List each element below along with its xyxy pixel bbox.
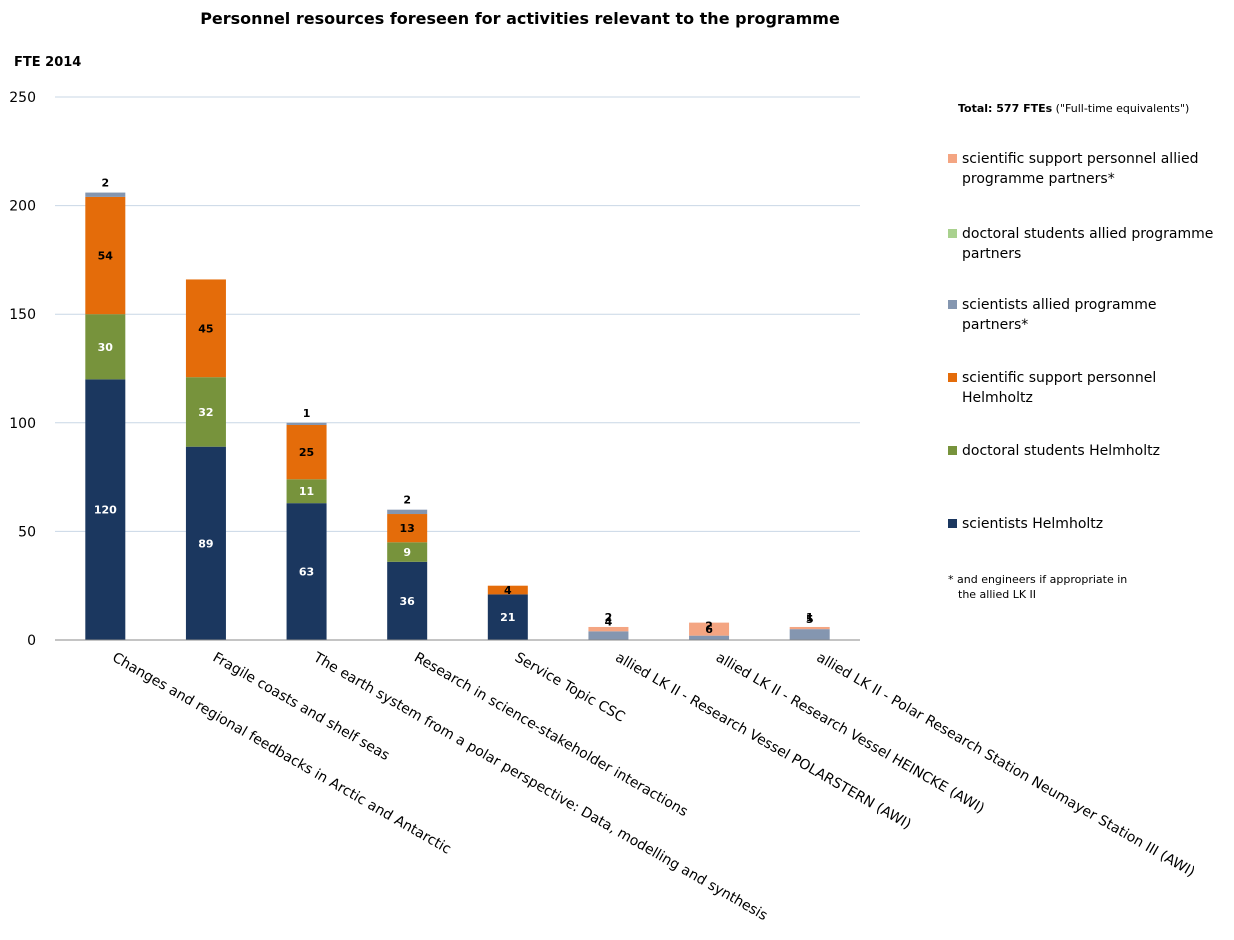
data-label: 63 [299, 566, 314, 579]
footnote-line-2: the allied LK II [958, 588, 1036, 601]
data-label: 36 [400, 595, 416, 608]
y-axis-label: FTE 2014 [14, 55, 81, 70]
bar-segment [588, 631, 629, 640]
legend-label: scientists Helmholtz [962, 516, 1103, 532]
bar-segment [286, 503, 327, 640]
bar-segment [387, 542, 428, 562]
data-label: 4 [605, 615, 613, 628]
data-label: 25 [299, 446, 314, 459]
data-label: 54 [98, 250, 114, 263]
legend-items: scientific support personnel allied progr… [948, 151, 1213, 532]
data-label: 1 [806, 611, 814, 624]
bar-segment [185, 377, 226, 447]
bar-segment [387, 514, 428, 543]
bar-segment [286, 479, 327, 504]
total-bold: Total: 577 FTEs [958, 102, 1053, 115]
y-tick-label: 0 [27, 633, 36, 649]
legend-label: doctoral students allied programme partne… [962, 226, 1213, 262]
data-label: 30 [98, 341, 114, 354]
legend-label: scientists allied programme partners* [962, 297, 1156, 333]
legend-swatch [948, 373, 957, 382]
bar-segment [85, 314, 126, 380]
y-tick-label: 50 [18, 524, 36, 540]
bar-segment [789, 629, 830, 640]
data-label: 32 [198, 406, 213, 419]
bar-segment [588, 626, 629, 632]
total-note: ("Full-time equivalents") [1052, 102, 1189, 115]
y-axis-ticks: 0 50 100 150 200 250 [9, 90, 36, 649]
data-label: 4 [504, 584, 512, 597]
legend: Total: 577 FTEs ("Full-time equivalents"… [948, 102, 1213, 601]
data-label: 5 [806, 613, 814, 626]
data-label: 6 [705, 623, 713, 636]
data-label: 45 [198, 322, 213, 335]
bar-segment [789, 626, 830, 630]
legend-swatch [948, 229, 957, 238]
data-label: 9 [403, 546, 411, 559]
category-labels: Changes and regional feedbacks in Arctic… [109, 649, 1197, 924]
bar-segment [689, 622, 730, 636]
data-label: 2 [605, 611, 613, 624]
bar-segment [487, 594, 528, 640]
bar-segment [85, 192, 126, 197]
legend-label: doctoral students Helmholtz [962, 443, 1160, 459]
data-label: 13 [400, 522, 415, 535]
bars [85, 192, 830, 640]
y-tick-label: 200 [9, 199, 36, 215]
bar-segment [85, 196, 126, 315]
bar-segment [387, 509, 428, 515]
data-label: 2 [101, 177, 109, 190]
category-label: Changes and regional feedbacks in Arctic… [109, 650, 453, 858]
data-label: 2 [403, 494, 411, 507]
legend-swatch [948, 300, 957, 309]
data-label: 1 [303, 407, 311, 420]
y-tick-label: 150 [9, 307, 36, 323]
legend-label: scientific support personnel Helmholtz [962, 370, 1156, 406]
bar-segment [185, 446, 226, 640]
bar-segment [689, 635, 730, 640]
chart-title: Personnel resources foreseen for activit… [200, 9, 840, 28]
category-label: Fragile coasts and shelf seas [210, 650, 392, 764]
legend-swatch [948, 154, 957, 163]
legend-label: scientific support personnel allied progr… [962, 151, 1198, 187]
category-label: allied LK II - Polar Research Station Ne… [814, 650, 1198, 881]
data-label: 11 [299, 485, 314, 498]
bar-segment [286, 422, 327, 425]
data-label: 21 [500, 611, 515, 624]
category-label: The earth system from a polar perspectiv… [310, 649, 770, 924]
data-label: 2 [705, 620, 713, 633]
bar-segment [185, 279, 226, 378]
gridlines [55, 96, 860, 532]
bar-segment [286, 424, 327, 480]
legend-swatch [948, 519, 957, 528]
total-label: Total: 577 FTEs ("Full-time equivalents"… [958, 102, 1189, 115]
y-tick-label: 100 [9, 416, 36, 432]
footnote-line-1: * and engineers if appropriate in [948, 573, 1127, 586]
y-tick-label: 250 [9, 90, 36, 106]
bar-segment [387, 561, 428, 640]
data-label: 120 [94, 504, 117, 517]
bar-segment [487, 585, 528, 595]
legend-swatch [948, 446, 957, 455]
data-label: 89 [198, 537, 213, 550]
bar-segment [85, 379, 126, 640]
